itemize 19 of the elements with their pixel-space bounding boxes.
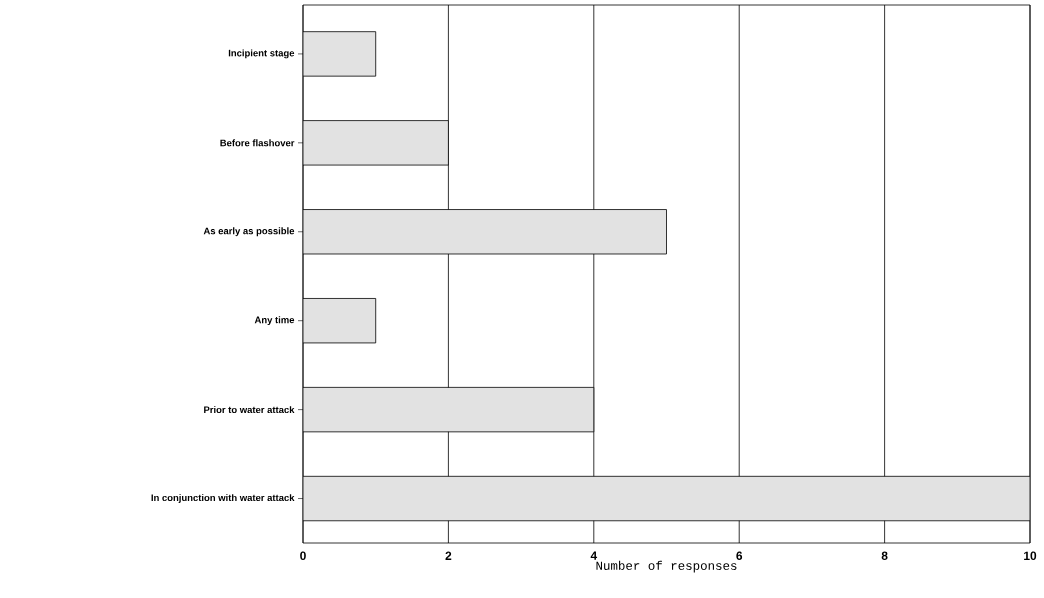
bar <box>303 298 377 344</box>
x-tick-label: 6 <box>736 551 743 560</box>
bar <box>303 209 667 255</box>
x-tick-label: 2 <box>445 551 452 560</box>
y-tick-label: Any time <box>254 316 295 326</box>
bar <box>303 31 377 77</box>
y-tick-label: In conjunction with water attack <box>151 494 295 503</box>
bar <box>303 475 1031 522</box>
x-tick-label: 0 <box>300 551 306 560</box>
x-axis-title: Number of responses <box>596 560 737 573</box>
bar <box>303 120 449 166</box>
y-tick-label: As early as possible <box>203 227 295 237</box>
y-tick-label: Incipient stage <box>228 49 295 59</box>
y-tick-label: Prior to water attack <box>204 406 295 414</box>
x-tick-label: 10 <box>1024 551 1037 560</box>
x-tick-label: 8 <box>881 551 888 560</box>
x-tick-label: 4 <box>590 551 598 560</box>
bar <box>303 386 595 433</box>
y-tick-label: Before flashover <box>220 139 295 147</box>
